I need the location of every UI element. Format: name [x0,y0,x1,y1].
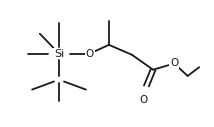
Text: O: O [139,95,148,105]
Text: Si: Si [54,49,64,59]
Text: O: O [86,49,94,59]
Text: O: O [170,59,178,68]
